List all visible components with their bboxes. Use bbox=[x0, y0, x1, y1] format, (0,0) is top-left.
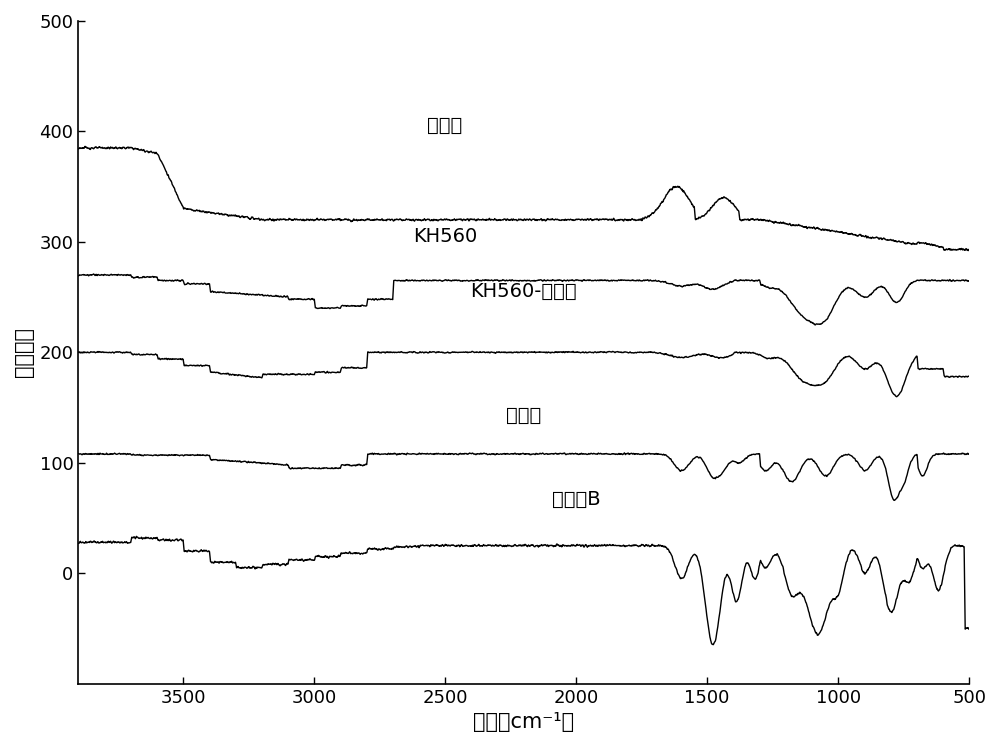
Text: 钓酸钒B: 钓酸钒B bbox=[552, 489, 600, 509]
Text: KH560: KH560 bbox=[413, 227, 477, 245]
Y-axis label: 相对强度: 相对强度 bbox=[14, 327, 34, 377]
Text: 钓酸钒: 钓酸钒 bbox=[427, 116, 463, 135]
X-axis label: 波长（cm⁻¹）: 波长（cm⁻¹） bbox=[473, 712, 574, 732]
Text: KH560-钓酸钒: KH560-钓酸钒 bbox=[470, 282, 577, 301]
Text: 苯垈酸: 苯垈酸 bbox=[506, 406, 541, 424]
